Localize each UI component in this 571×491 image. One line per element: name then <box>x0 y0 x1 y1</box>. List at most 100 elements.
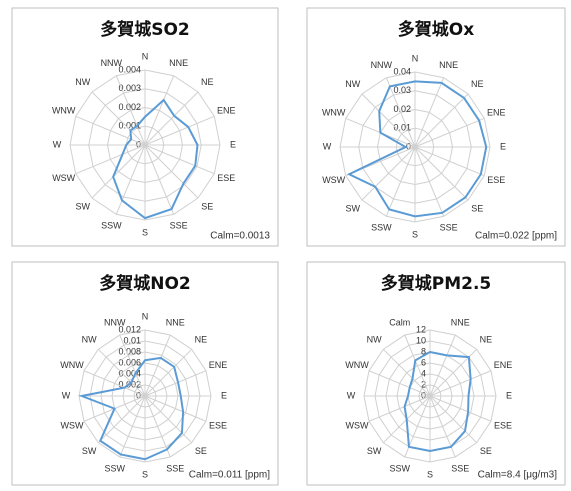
r-tick-label: 0.004 <box>118 64 141 74</box>
r-tick-label: 0.006 <box>118 357 141 367</box>
category-label: S <box>427 469 433 479</box>
category-label: W <box>323 141 332 151</box>
spoke <box>144 144 215 175</box>
category-label: ENE <box>217 106 236 116</box>
category-label: ENE <box>487 108 506 118</box>
category-label: W <box>347 390 356 400</box>
category-label: SSE <box>170 221 188 231</box>
r-tick-label: 0.02 <box>393 104 411 114</box>
category-label: ENE <box>209 360 228 370</box>
category-label: WSW <box>52 173 75 183</box>
spoke <box>144 348 193 397</box>
annotation: Calm=0.022 [ppm] <box>475 231 557 242</box>
category-label: NE <box>471 79 484 89</box>
r-tick-label: 0.01 <box>393 123 411 133</box>
spoke <box>361 146 416 201</box>
category-label: SW <box>82 446 97 456</box>
category-label: SW <box>76 202 91 212</box>
spoke <box>414 146 469 201</box>
spoke <box>414 146 445 217</box>
r-tick-label: 0.004 <box>118 368 141 378</box>
spoke <box>83 370 146 397</box>
r-tick-label: 0.01 <box>123 335 141 345</box>
category-label: E <box>230 139 236 149</box>
category-label: N <box>142 51 149 61</box>
category-label: NE <box>195 335 208 345</box>
category-label: W <box>62 390 71 400</box>
r-tick-label: 0 <box>136 390 141 400</box>
category-label: Calm <box>389 317 410 327</box>
panel <box>306 7 566 247</box>
category-label: SSW <box>390 463 411 473</box>
spoke <box>385 146 416 217</box>
spoke <box>144 91 199 146</box>
r-tick-label: 12 <box>416 324 426 334</box>
spoke <box>144 115 215 146</box>
spoke <box>144 75 175 146</box>
spoke <box>75 144 146 175</box>
category-label: SSW <box>371 223 392 233</box>
category-label: NNW <box>104 317 126 327</box>
category-label: SSE <box>451 463 469 473</box>
category-label: S <box>142 227 148 237</box>
category-label: ESE <box>487 175 505 185</box>
spoke <box>414 117 485 148</box>
spoke <box>115 144 146 215</box>
category-label: E <box>506 390 512 400</box>
chart-title: 多賀城PM2.5 <box>381 273 492 294</box>
spoke <box>144 334 171 397</box>
category-label: WNW <box>345 360 369 370</box>
spoke <box>144 395 171 458</box>
category-label: S <box>412 229 418 239</box>
category-label: SW <box>367 446 382 456</box>
category-label: WSW <box>322 175 345 185</box>
spoke <box>115 75 146 146</box>
spoke <box>75 115 146 146</box>
category-label: ENE <box>494 360 513 370</box>
series-line <box>78 356 185 461</box>
category-label: N <box>412 53 419 63</box>
r-tick-label: 0 <box>136 139 141 149</box>
r-tick-label: 0.03 <box>393 85 411 95</box>
spoke <box>361 93 416 148</box>
spoke <box>429 395 492 422</box>
category-label: SE <box>195 446 207 456</box>
category-label: WNW <box>60 360 84 370</box>
spoke <box>429 395 478 444</box>
spoke <box>91 91 146 146</box>
category-label: WSW <box>346 421 369 431</box>
spoke <box>429 334 456 397</box>
category-label: WNW <box>322 108 346 118</box>
r-tick-label: 8 <box>421 346 426 356</box>
r-tick-label: 0.012 <box>118 324 141 334</box>
spoke <box>144 395 193 444</box>
spoke <box>414 146 485 177</box>
category-label: NNE <box>439 60 458 70</box>
chart-title: 多賀城SO2 <box>100 19 190 40</box>
spoke <box>414 77 445 148</box>
spoke <box>414 93 469 148</box>
category-label: WNW <box>52 106 76 116</box>
category-label: NW <box>75 77 90 87</box>
category-label: NW <box>367 335 382 345</box>
category-label: ESE <box>209 421 227 431</box>
category-label: ESE <box>494 421 512 431</box>
spoke <box>97 348 146 397</box>
category-label: E <box>500 141 506 151</box>
category-label: NW <box>345 79 360 89</box>
category-label: E <box>221 390 227 400</box>
series-line <box>403 350 472 453</box>
spoke <box>144 370 207 397</box>
category-label: SE <box>480 446 492 456</box>
category-label: S <box>142 469 148 479</box>
category-label: WSW <box>61 421 84 431</box>
r-tick-label: 2 <box>421 379 426 389</box>
r-tick-label: 0 <box>421 390 426 400</box>
category-label: SE <box>471 204 483 214</box>
chart-title: 多賀城Ox <box>398 19 474 40</box>
r-tick-label: 10 <box>416 335 426 345</box>
annotation: Calm=8.4 [μg/m3] <box>478 470 558 481</box>
chart-title: 多賀城NO2 <box>99 273 191 294</box>
category-label: NE <box>480 335 493 345</box>
